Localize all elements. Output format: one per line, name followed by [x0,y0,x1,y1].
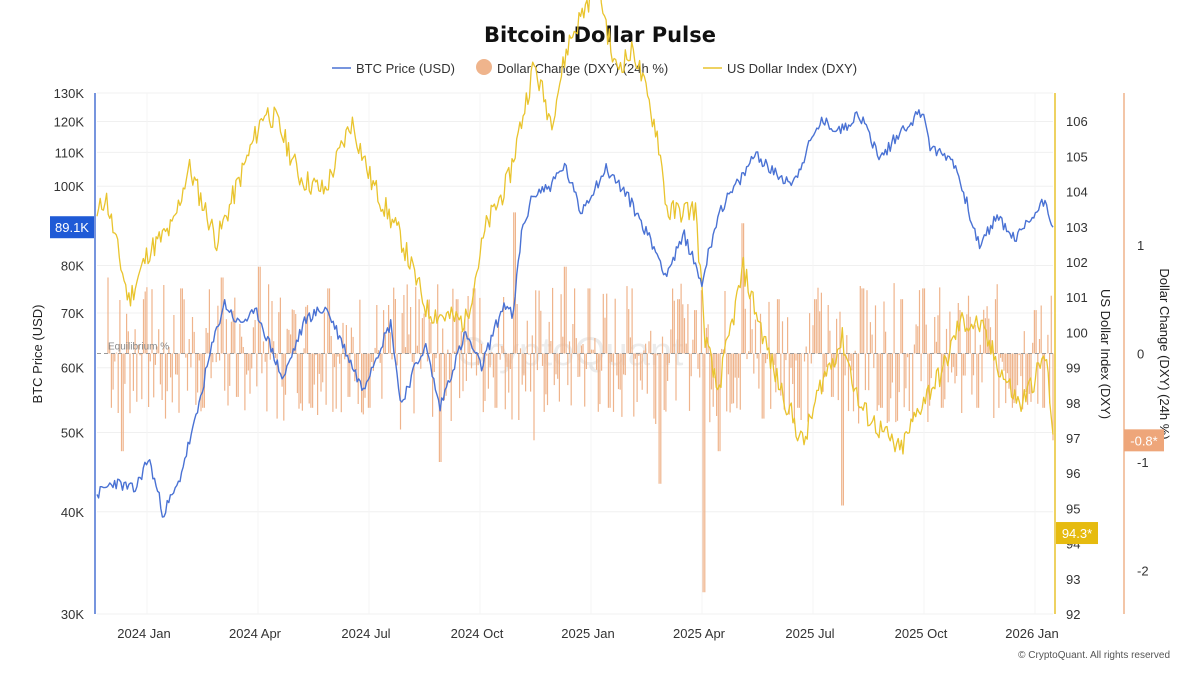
left-tick-label: 40K [61,505,84,520]
right-inner-tick-label: 97 [1066,431,1080,446]
legend-btc-label: BTC Price (USD) [356,61,455,76]
x-tick-label: 2025 Jan [561,626,615,641]
legend: BTC Price (USD) Dollar Change (DXY) (24h… [332,59,857,76]
left-tick-label: 30K [61,607,84,622]
dxy-change-last-value-label: -0.8* [1130,433,1157,448]
btc-last-value-label: 89.1K [55,220,89,235]
right-inner-tick-label: 106 [1066,114,1088,129]
x-tick-label: 2024 Apr [229,626,282,641]
right-inner-axis-title: US Dollar Index (DXY) [1098,289,1113,419]
btc-last-value-badge: 89.1K [50,216,94,239]
right-inner-tick-label: 105 [1066,149,1088,164]
dxy-change-bars [107,212,1054,593]
x-tick-label: 2024 Jan [117,626,171,641]
dxy-last-value-label: 94.3* [1062,526,1092,541]
legend-dxy-change-swatch [476,59,492,75]
left-tick-label: 60K [61,361,84,376]
x-tick-label: 2026 Jan [1005,626,1059,641]
dxy-last-value-badge: 94.3* [1056,522,1098,545]
legend-entry-btc[interactable]: BTC Price (USD) [332,61,455,76]
x-tick-label: 2024 Jul [341,626,390,641]
chart-title: Bitcoin Dollar Pulse [484,23,716,47]
dxy-change-last-value-badge: -0.8* [1124,429,1164,452]
legend-dxy-label: US Dollar Index (DXY) [727,61,857,76]
right-inner-tick-label: 95 [1066,501,1080,516]
right-outer-tick-label: -1 [1137,455,1149,470]
left-tick-label: 110K [55,145,85,160]
left-axis-ticks: 30K 40K 50K 60K 70K 80K 100K 110K 120K 130K [54,86,85,622]
left-tick-label: 70K [61,306,84,321]
left-axis-title: BTC Price (USD) [30,305,45,404]
equilibrium-label: Equilibrium % [108,342,169,353]
right-outer-tick-label: 1 [1137,238,1144,253]
right-inner-tick-label: 104 [1066,185,1088,200]
left-tick-label: 80K [61,259,84,274]
left-tick-label: 130K [54,86,85,101]
btc-price-line [96,109,1054,518]
x-tick-label: 2025 Apr [673,626,726,641]
right-outer-tick-label: 0 [1137,347,1144,362]
right-inner-tick-label: 92 [1066,607,1080,622]
right-inner-tick-label: 100 [1066,325,1088,340]
left-tick-label: 100K [54,179,85,194]
right-outer-tick-label: -2 [1137,564,1149,579]
right-inner-tick-label: 93 [1066,572,1080,587]
right-inner-tick-label: 98 [1066,396,1080,411]
dxy-line [96,0,1054,455]
right-inner-tick-label: 99 [1066,361,1080,376]
legend-entry-dxy[interactable]: US Dollar Index (DXY) [703,61,857,76]
legend-dxy-change-label: Dollar Change (DXY) (24h %) [497,61,668,76]
right-outer-axis-ticks: -2 -1 0 1 [1137,238,1149,579]
x-tick-label: 2025 Oct [895,626,948,641]
x-tick-label: 2025 Jul [785,626,834,641]
right-inner-tick-label: 103 [1066,220,1088,235]
right-inner-tick-label: 102 [1066,255,1088,270]
right-inner-tick-label: 101 [1066,290,1088,305]
legend-entry-dxy-change[interactable]: Dollar Change (DXY) (24h %) [476,59,668,76]
x-tick-label: 2024 Oct [451,626,504,641]
credit: © CryptoQuant. All rights reserved [1018,650,1170,661]
x-axis-ticks: 2024 Jan 2024 Apr 2024 Jul 2024 Oct 2025 Jan… [117,626,1059,641]
right-inner-tick-label: 96 [1066,466,1080,481]
right-outer-axis-title: Dollar Change (DXY) (24h %) [1157,268,1172,439]
left-tick-label: 50K [61,426,84,441]
left-tick-label: 120K [54,114,85,129]
